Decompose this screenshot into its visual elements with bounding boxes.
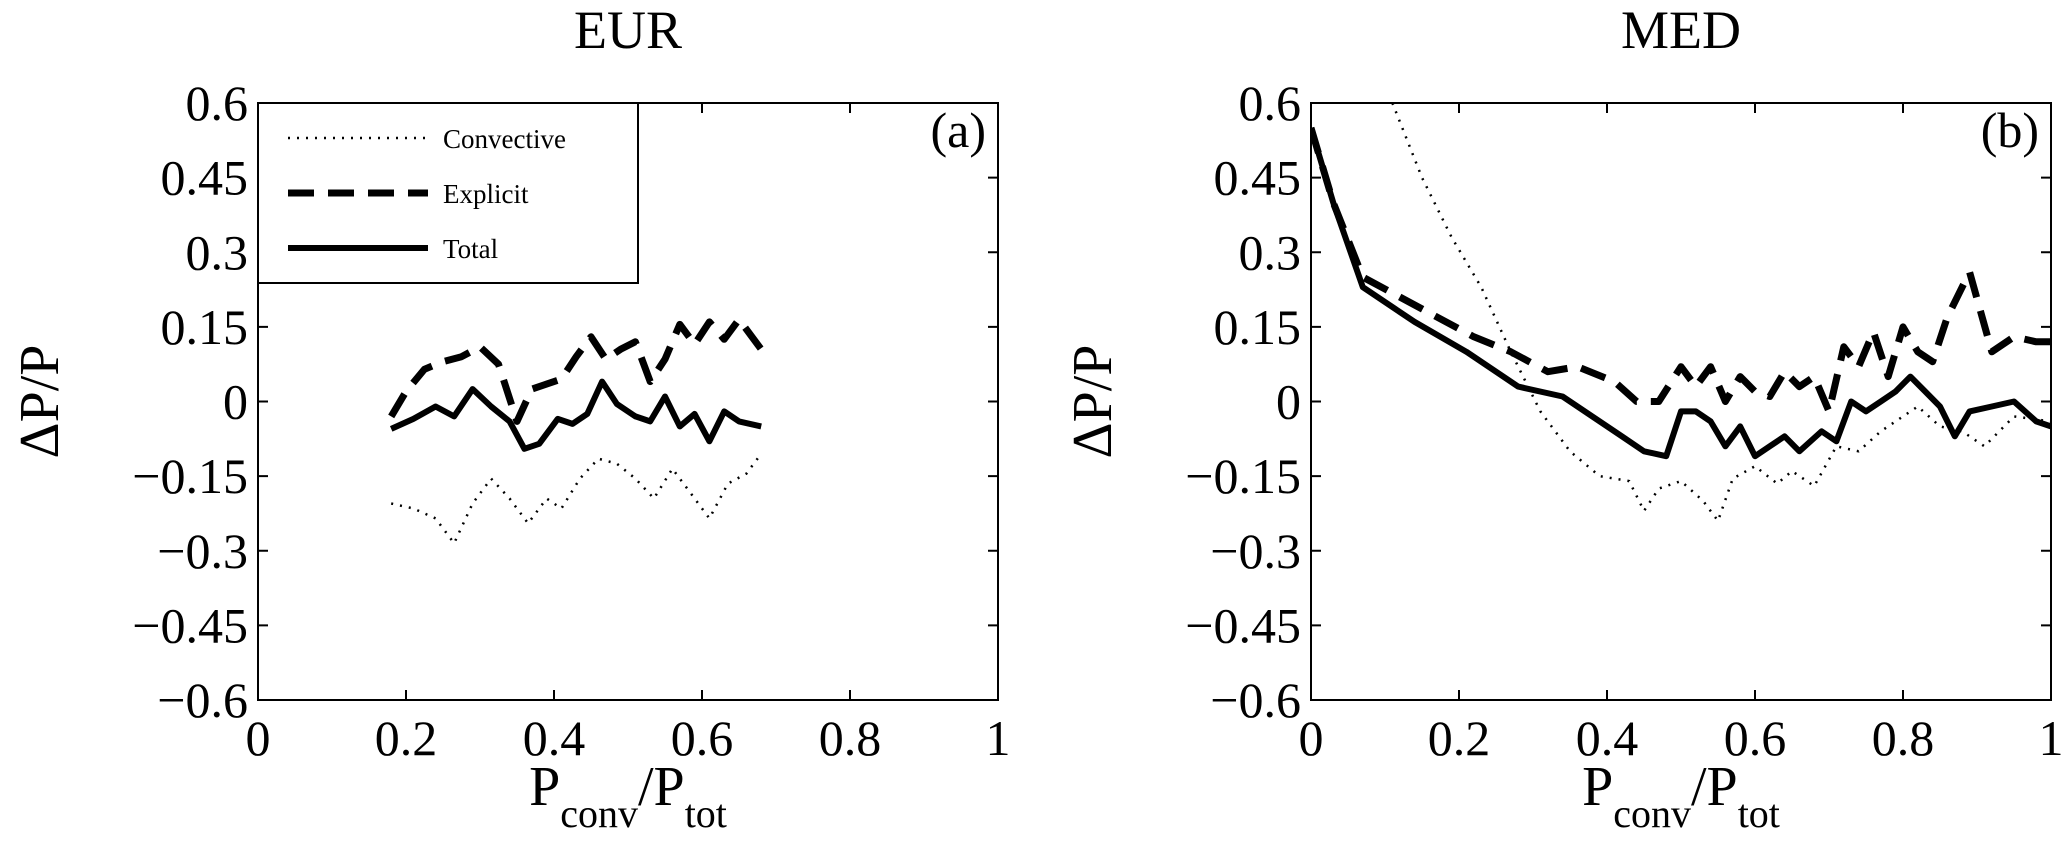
series-total-line	[1311, 127, 2051, 460]
panel-title: EUR	[574, 0, 682, 60]
y-tick-label: −0.6	[1210, 672, 1301, 728]
legend-label-total: Total	[443, 234, 498, 264]
x-axis-label-subscript: conv	[560, 791, 638, 836]
x-axis-label-subscript: tot	[685, 791, 727, 836]
x-axis-label-subscript: conv	[1613, 791, 1691, 836]
x-tick-label: 0.8	[1872, 710, 1935, 766]
series-group	[388, 315, 765, 545]
x-tick-label: 0	[1299, 710, 1324, 766]
y-tick-label: 0	[1276, 374, 1301, 430]
x-axis-label: Pconv/Ptot	[1582, 756, 1780, 836]
y-tick-label: 0.15	[161, 299, 249, 355]
x-axis-label-text: P	[529, 756, 560, 818]
panel-tag: (b)	[1981, 102, 2039, 158]
y-tick-label: 0.15	[1214, 299, 1302, 355]
x-axis-label-text: /P	[638, 756, 685, 818]
series-explicit-line	[388, 315, 765, 425]
y-tick-label: −0.15	[132, 448, 248, 504]
y-tick-label: −0.3	[1210, 523, 1301, 579]
panel-title: MED	[1621, 0, 1741, 60]
y-tick-label: 0.45	[161, 150, 249, 206]
legend-label-explicit: Explicit	[443, 179, 529, 209]
series-convective-line	[1391, 103, 2051, 523]
y-tick-label: −0.15	[1185, 448, 1301, 504]
panel-a: EUR 0 0.2 0.4 0.6 0.8 1 0.6 0.45 0.3 0.15 0 −0.15 −0.…	[9, 0, 1011, 836]
x-tick-label: 0.8	[819, 710, 882, 766]
y-tick-label: 0.6	[186, 75, 249, 131]
y-tick-label: −0.45	[1185, 597, 1301, 653]
legend: Convective Explicit Total	[257, 102, 639, 284]
panel-b: MED 0 0.2 0.4 0.6 0.8 1 0.6 0.45 0.3 0.15 0 −0.15 −0.…	[1062, 0, 2064, 836]
y-tick-label: −0.6	[157, 672, 248, 728]
x-axis-label-text: /P	[1691, 756, 1738, 818]
y-axis-label: ΔP/P	[1062, 345, 1124, 459]
x-tick-label: 0.2	[1428, 710, 1491, 766]
panel-tag: (a)	[931, 102, 987, 158]
y-tick-label: 0.3	[1239, 224, 1302, 280]
x-tick-label: 1	[986, 710, 1011, 766]
x-axis-label-subscript: tot	[1738, 791, 1780, 836]
x-tick-label: 0.4	[1576, 710, 1639, 766]
y-tick-label: 0	[223, 374, 248, 430]
series-total-line	[389, 378, 762, 452]
x-tick-label: 0.6	[671, 710, 734, 766]
legend-box	[257, 102, 639, 284]
y-tick-label: 0.6	[1239, 75, 1302, 131]
y-axis-label: ΔP/P	[9, 345, 71, 459]
y-tick-label: −0.3	[157, 523, 248, 579]
series-convective-line	[390, 452, 763, 545]
legend-label-convective: Convective	[443, 124, 566, 154]
series-explicit-line	[1311, 126, 2051, 415]
x-tick-label: 0.6	[1724, 710, 1787, 766]
y-tick-label: 0.3	[186, 224, 249, 280]
x-tick-label: 0	[246, 710, 271, 766]
x-axis-label-text: P	[1582, 756, 1613, 818]
axes-frame	[1310, 102, 2052, 701]
y-tick-label: 0.45	[1214, 150, 1302, 206]
x-axis-label: Pconv/Ptot	[529, 756, 727, 836]
x-tick-label: 0.2	[375, 710, 438, 766]
series-group	[1311, 103, 2051, 523]
x-tick-label: 1	[2039, 710, 2064, 766]
x-tick-label: 0.4	[523, 710, 586, 766]
y-tick-label: −0.45	[132, 597, 248, 653]
